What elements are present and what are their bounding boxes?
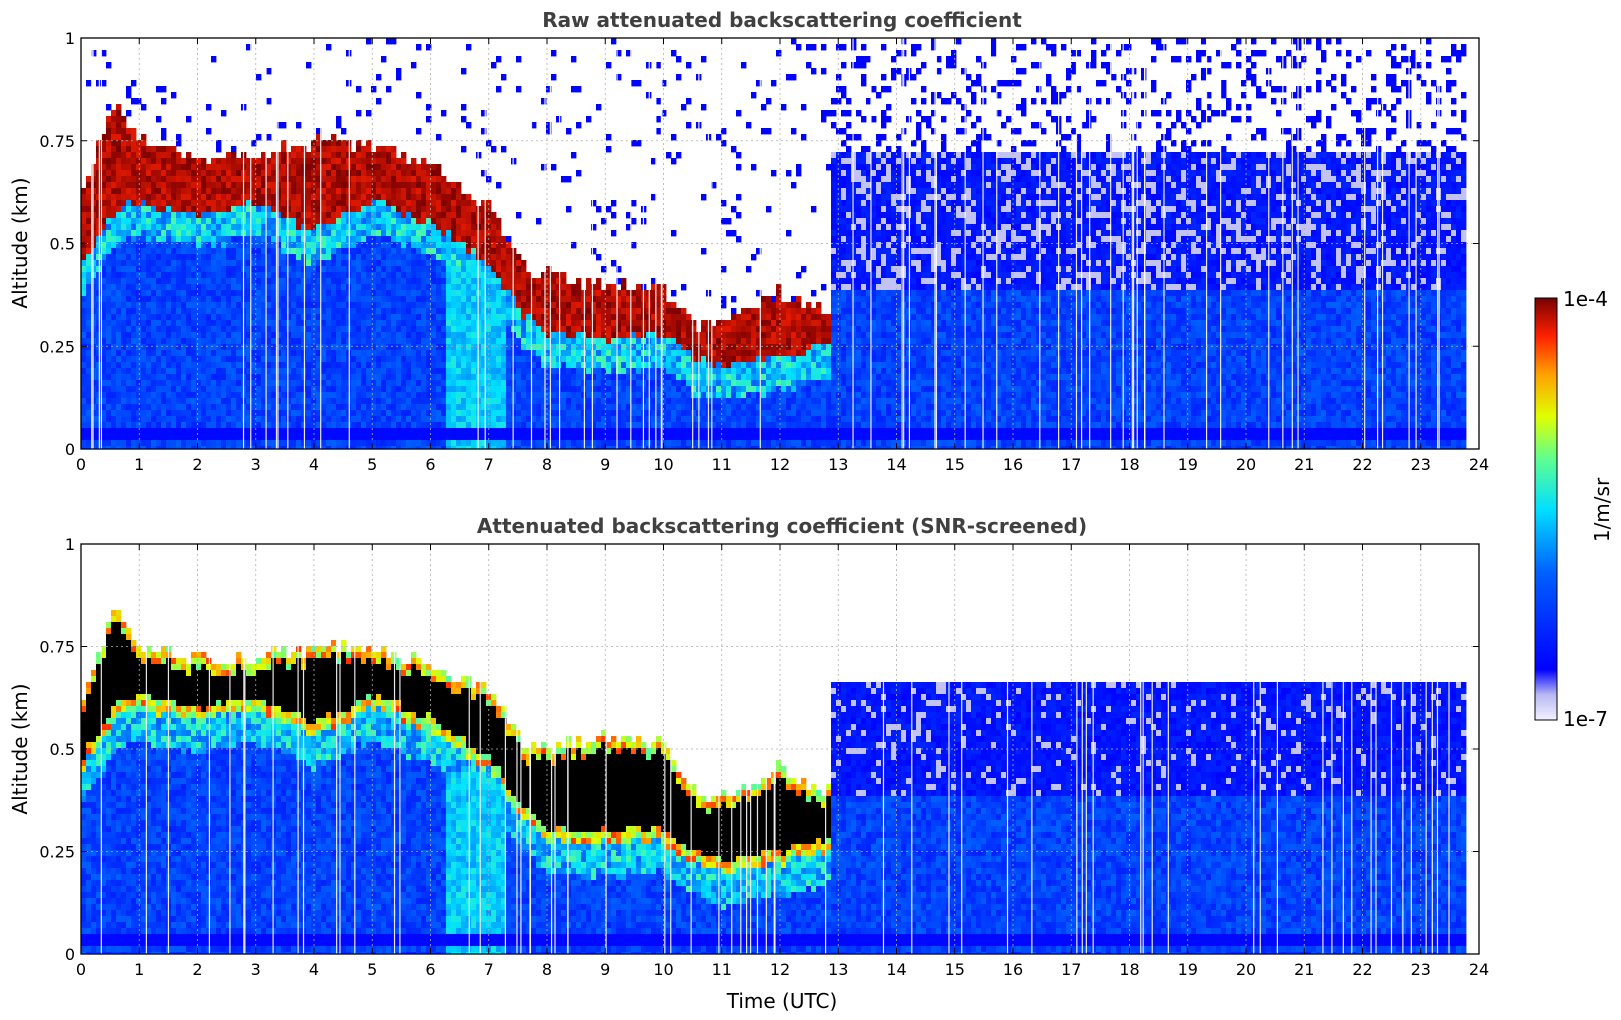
x-tick-label: 14 bbox=[886, 960, 906, 979]
x-tick-label: 8 bbox=[542, 455, 552, 474]
x-tick-label: 10 bbox=[653, 960, 673, 979]
x-tick-label: 2 bbox=[192, 455, 202, 474]
x-tick-label: 1 bbox=[134, 960, 144, 979]
colorbar: 1e-4 1e-7 1/m/sr bbox=[1534, 287, 1614, 731]
x-tick-label: 0 bbox=[76, 960, 86, 979]
y-tick-label: 0 bbox=[65, 945, 75, 964]
x-tick-label: 15 bbox=[945, 960, 965, 979]
x-axis-label: Time (UTC) bbox=[726, 989, 838, 1013]
x-tick-label: 19 bbox=[1178, 455, 1198, 474]
x-tick-label: 5 bbox=[367, 960, 377, 979]
y-tick-label: 0.5 bbox=[50, 235, 75, 254]
y-tick-label: 1 bbox=[65, 29, 75, 48]
x-tick-label: 18 bbox=[1119, 960, 1139, 979]
chart-title: Attenuated backscattering coefficient (S… bbox=[477, 514, 1087, 538]
x-tick-label: 13 bbox=[828, 960, 848, 979]
x-tick-label: 24 bbox=[1469, 455, 1489, 474]
y-axis-label: Altitude (km) bbox=[8, 177, 32, 308]
y-tick-label: 0.75 bbox=[39, 132, 75, 151]
x-tick-labels: 0 1 2 3 4 5 6 7 8 9 10 11 12 13 14 15 16 17 18 19 20 21 22 23 24 bbox=[76, 544, 1489, 979]
x-tick-label: 20 bbox=[1236, 960, 1256, 979]
y-tick-label: 0 bbox=[65, 440, 75, 459]
x-tick-label: 23 bbox=[1411, 455, 1431, 474]
chart-title: Raw attenuated backscattering coefficien… bbox=[542, 8, 1022, 32]
x-tick-label: 7 bbox=[484, 960, 494, 979]
x-tick-label: 6 bbox=[425, 455, 435, 474]
x-tick-label: 11 bbox=[712, 960, 732, 979]
x-tick-label: 12 bbox=[770, 455, 790, 474]
heatmap-area bbox=[81, 544, 1467, 954]
gridlines bbox=[81, 544, 1479, 954]
x-tick-label: 23 bbox=[1411, 960, 1431, 979]
x-tick-label: 15 bbox=[945, 455, 965, 474]
y-tick-label: 0.75 bbox=[39, 638, 75, 657]
x-tick-label: 21 bbox=[1294, 455, 1314, 474]
colorbar-unit-label: 1/m/sr bbox=[1590, 477, 1614, 542]
x-tick-label: 21 bbox=[1294, 960, 1314, 979]
x-tick-label: 22 bbox=[1352, 455, 1372, 474]
x-tick-label: 9 bbox=[600, 960, 610, 979]
x-tick-label: 3 bbox=[251, 455, 261, 474]
x-tick-label: 20 bbox=[1236, 455, 1256, 474]
x-tick-label: 12 bbox=[770, 960, 790, 979]
y-tick-label: 0.5 bbox=[50, 740, 75, 759]
raw-backscatter-panel: Raw attenuated backscattering coefficien… bbox=[8, 8, 1489, 474]
x-tick-label: 3 bbox=[251, 960, 261, 979]
x-tick-label: 1 bbox=[134, 455, 144, 474]
x-tick-label: 17 bbox=[1061, 455, 1081, 474]
x-tick-label: 6 bbox=[425, 960, 435, 979]
x-tick-label: 10 bbox=[653, 455, 673, 474]
x-tick-label: 5 bbox=[367, 455, 377, 474]
y-tick-label: 1 bbox=[65, 535, 75, 554]
x-tick-label: 8 bbox=[542, 960, 552, 979]
y-tick-label: 0.25 bbox=[39, 843, 75, 862]
x-tick-label: 13 bbox=[828, 455, 848, 474]
x-tick-label: 2 bbox=[192, 960, 202, 979]
x-tick-label: 24 bbox=[1469, 960, 1489, 979]
x-tick-label: 9 bbox=[600, 455, 610, 474]
x-tick-label: 14 bbox=[886, 455, 906, 474]
y-tick-label: 0.25 bbox=[39, 337, 75, 356]
x-tick-label: 4 bbox=[309, 455, 319, 474]
y-tick-labels: 0 0.25 0.5 0.75 1 bbox=[39, 535, 1479, 964]
gridlines bbox=[81, 38, 1479, 449]
x-tick-label: 7 bbox=[484, 455, 494, 474]
x-tick-label: 11 bbox=[712, 455, 732, 474]
colorbar-min-label: 1e-7 bbox=[1563, 707, 1608, 731]
x-tick-label: 0 bbox=[76, 455, 86, 474]
screened-backscatter-panel: Attenuated backscattering coefficient (S… bbox=[8, 514, 1489, 1013]
heatmap-area bbox=[81, 38, 1467, 449]
x-tick-labels: 0 1 2 3 4 5 6 7 8 9 10 11 12 13 14 15 16 17 18 19 20 21 22 23 24 bbox=[76, 38, 1489, 474]
y-axis-label: Altitude (km) bbox=[8, 683, 32, 814]
x-tick-label: 16 bbox=[1003, 960, 1023, 979]
x-tick-label: 18 bbox=[1119, 455, 1139, 474]
colorbar-max-label: 1e-4 bbox=[1563, 287, 1608, 311]
x-tick-label: 4 bbox=[309, 960, 319, 979]
x-tick-label: 22 bbox=[1352, 960, 1372, 979]
y-tick-labels: 0 0.25 0.5 0.75 1 bbox=[39, 29, 1479, 459]
x-tick-label: 19 bbox=[1178, 960, 1198, 979]
x-tick-label: 17 bbox=[1061, 960, 1081, 979]
x-tick-label: 16 bbox=[1003, 455, 1023, 474]
colorbar-gradient bbox=[1534, 297, 1558, 721]
